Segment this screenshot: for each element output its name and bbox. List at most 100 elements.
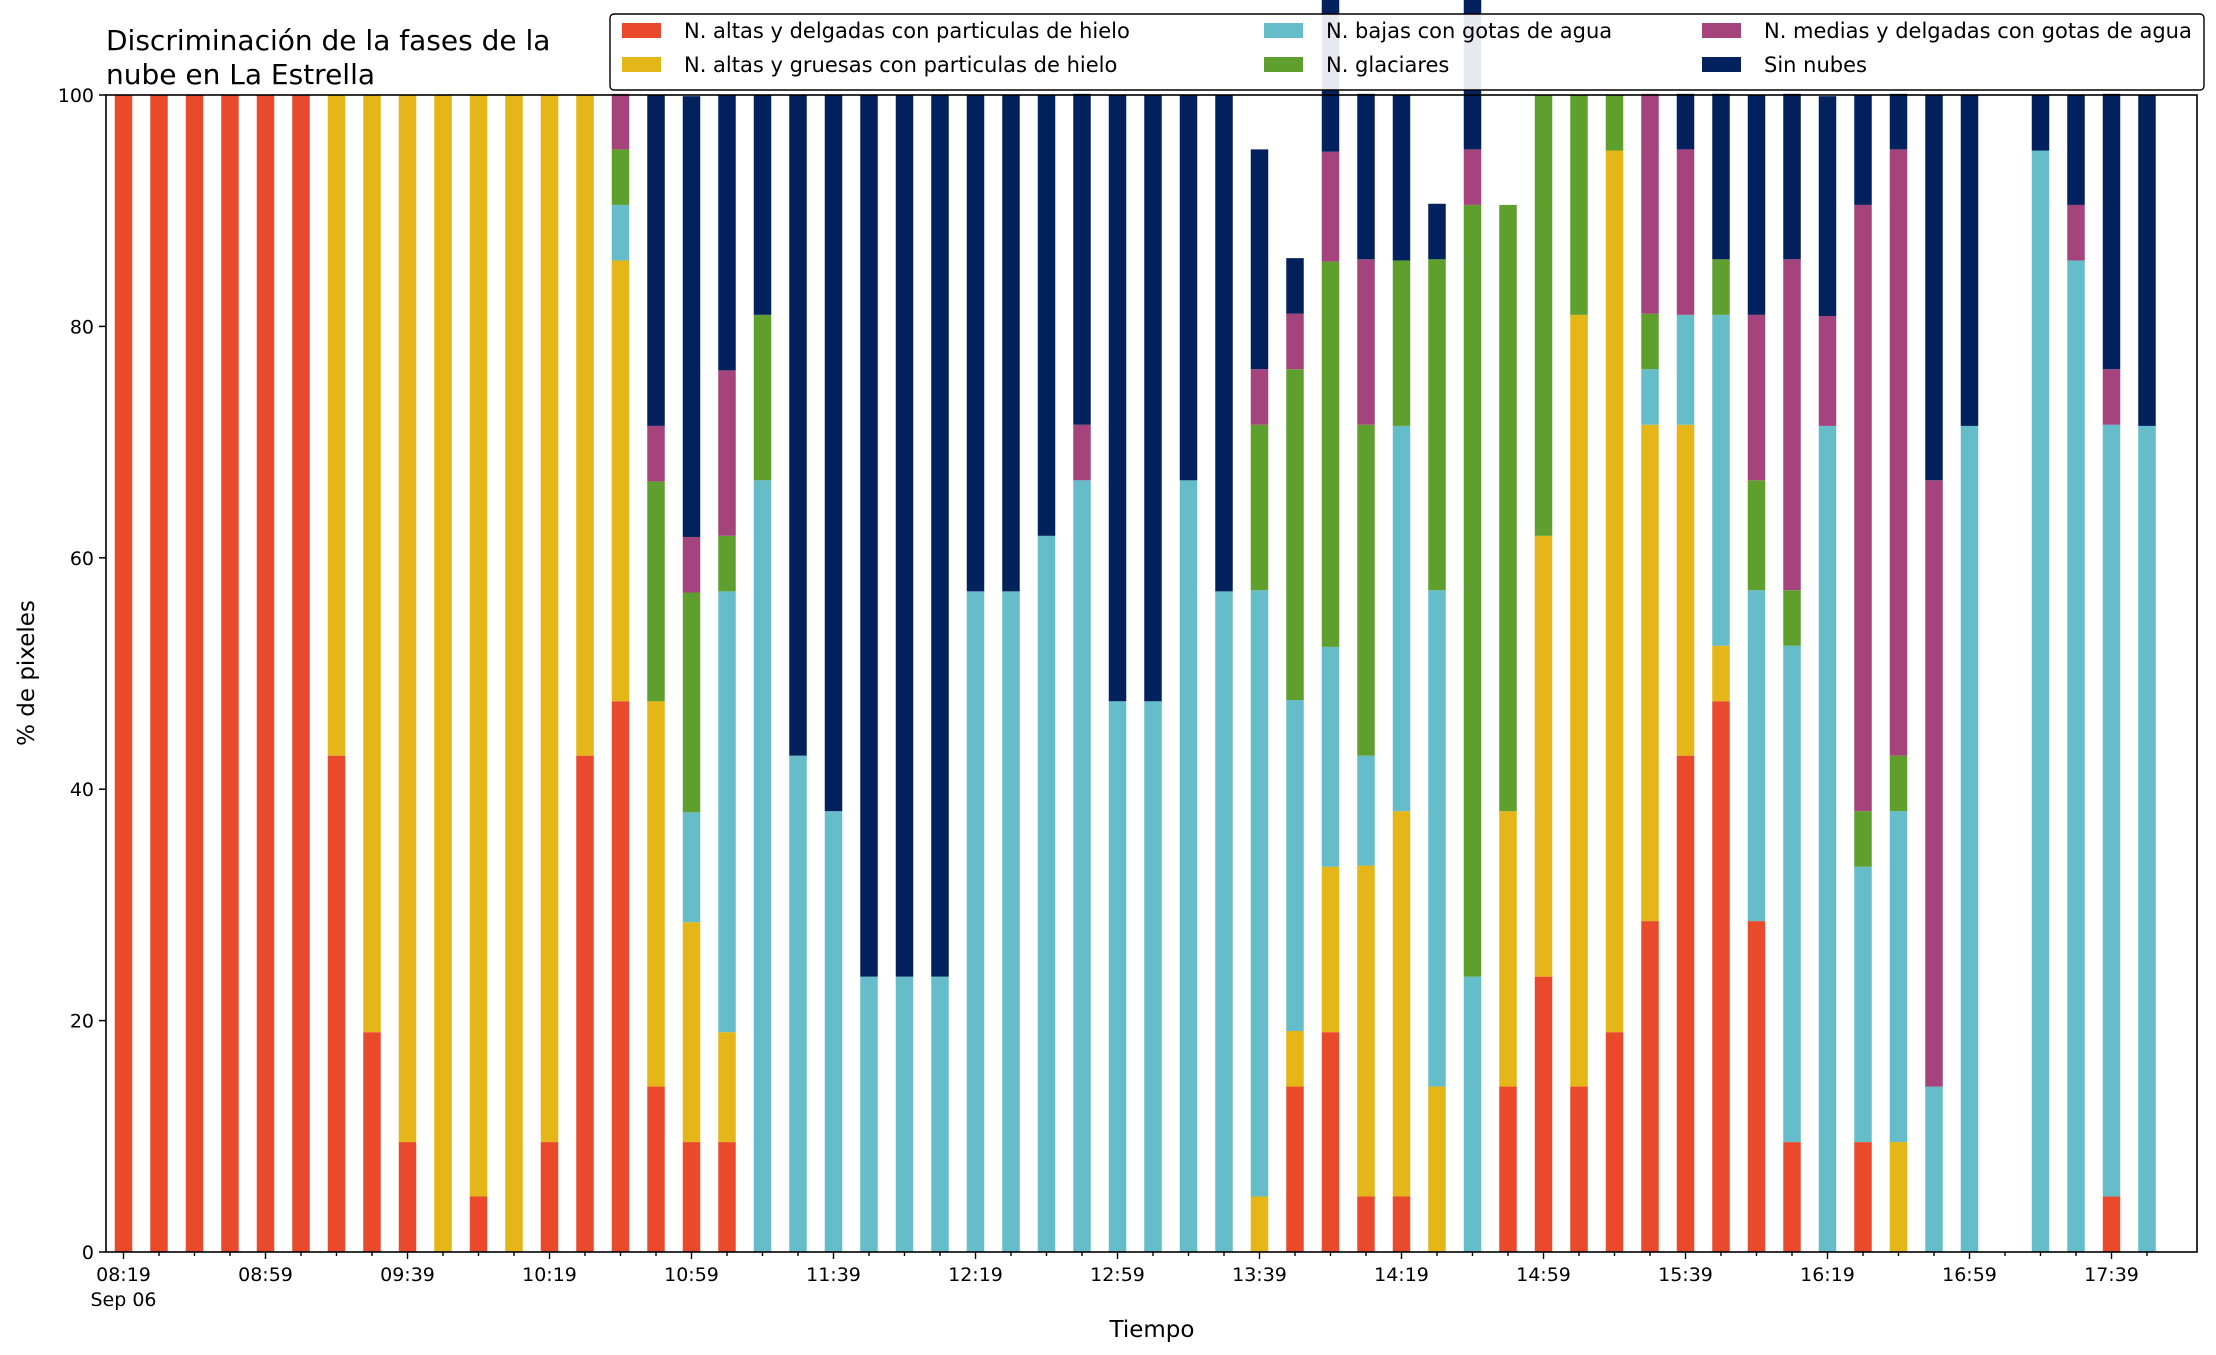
bar-segment — [1179, 480, 1198, 1252]
bar-segment — [1854, 1142, 1872, 1252]
y-tick-label: 0 — [82, 1242, 94, 1264]
bar-segment — [647, 701, 665, 1087]
bar-segment — [1641, 313, 1659, 370]
bar-segment — [895, 95, 914, 977]
bar-segment — [540, 1142, 559, 1252]
bar-segment — [718, 535, 736, 592]
bar-segment — [114, 95, 133, 1252]
bar-segment — [1144, 701, 1162, 1252]
chart-title-line-1: Discriminación de la fases de la — [106, 24, 550, 57]
bar-segment — [1073, 480, 1091, 1252]
bar-segment — [1818, 425, 1837, 1253]
bar-segment — [966, 95, 985, 592]
bar-segment — [1463, 204, 1482, 977]
bar-segment — [363, 1032, 381, 1252]
y-tick-label: 20 — [70, 1011, 94, 1033]
bar-segment — [1783, 1142, 1801, 1252]
bar-segment — [1641, 921, 1659, 1252]
bar-segment — [789, 755, 807, 1252]
bar-segment — [1428, 1086, 1446, 1252]
bar-segment — [1499, 204, 1517, 812]
bar-segment — [1605, 95, 1624, 151]
bar-segment — [1676, 314, 1695, 425]
x-date-label: Sep 06 — [90, 1289, 156, 1311]
bar-segment — [576, 755, 594, 1252]
bar-segment — [1321, 151, 1340, 262]
bar-segment — [2102, 1196, 2121, 1252]
bar-segment — [1641, 369, 1659, 425]
bar-segment — [2102, 93, 2121, 370]
bar-segment — [256, 95, 275, 1252]
bar-segment — [611, 93, 630, 150]
bar-segment — [1428, 203, 1446, 260]
bar-segment — [753, 95, 772, 315]
legend-swatch — [1264, 23, 1303, 38]
bar-segment — [611, 260, 630, 702]
x-tick-label: 13:39 — [1232, 1264, 1287, 1286]
bar-segment — [718, 1142, 736, 1252]
bar-segment — [1889, 93, 1908, 150]
bar-segment — [1783, 645, 1801, 1143]
bar-segment — [1676, 93, 1695, 150]
bar-segment — [2067, 95, 2085, 205]
bar-segment — [1534, 535, 1553, 977]
bar-segment — [611, 204, 630, 261]
bar-segment — [1854, 811, 1872, 867]
legend-label: N. altas y gruesas con particulas de hie… — [684, 53, 1117, 77]
bar-segment — [1357, 93, 1375, 260]
bar-segment — [1676, 424, 1695, 756]
legend-swatch — [1702, 23, 1741, 38]
y-tick-label: 40 — [70, 779, 94, 801]
x-tick-label: 16:19 — [1800, 1264, 1855, 1286]
bar-segment — [718, 95, 736, 371]
bar-segment — [1357, 865, 1375, 1197]
bar-segment — [1818, 96, 1837, 316]
bar-segment — [860, 95, 878, 977]
bar-segment — [931, 976, 949, 1252]
y-axis-label: % de pixeles — [14, 600, 40, 746]
bar-segment — [1925, 95, 1943, 481]
bar-segment — [1712, 314, 1730, 646]
bar-segment — [434, 95, 452, 1252]
bar-segment — [1747, 480, 1766, 591]
bar-segment — [1570, 1086, 1588, 1252]
bar-segment — [1712, 93, 1730, 260]
bar-segment — [2067, 204, 2085, 261]
bar-segment — [1712, 645, 1730, 702]
x-tick-label: 08:59 — [238, 1264, 293, 1286]
y-tick-label: 100 — [58, 85, 94, 107]
bar-segment — [1854, 95, 1872, 205]
x-tick-label: 12:19 — [948, 1264, 1003, 1286]
bar-segment — [505, 95, 523, 1252]
bar-segment — [2138, 95, 2156, 426]
bar-segment — [1676, 149, 1695, 315]
bar-segment — [682, 592, 701, 813]
bar-segment — [1783, 590, 1801, 646]
bar-segment — [398, 1142, 417, 1252]
bar-segment — [1428, 590, 1446, 1087]
bar-segment — [1286, 369, 1304, 701]
bar-segment — [2031, 95, 2050, 151]
x-tick-label: 08:19 — [96, 1264, 151, 1286]
bar-segment — [966, 591, 985, 1252]
bar-segment — [2031, 150, 2050, 1252]
bar-segment — [1534, 976, 1553, 1252]
legend-label: Sin nubes — [1764, 53, 1867, 77]
x-tick-label: 16:59 — [1942, 1264, 1997, 1286]
bar-segment — [1002, 95, 1020, 592]
bar-segment — [576, 95, 594, 756]
bar-segment — [1073, 424, 1091, 481]
bar-segment — [1357, 424, 1375, 756]
bar-segment — [1889, 1142, 1908, 1252]
bar-segment — [540, 95, 559, 1143]
bar-segment — [1570, 314, 1588, 1087]
bar-segment — [1108, 701, 1127, 1252]
x-tick-label: 17:39 — [2084, 1264, 2139, 1286]
bar-segment — [895, 976, 914, 1252]
bar-segment — [363, 95, 381, 1033]
bar-segment — [1179, 95, 1198, 481]
bar-segment — [1002, 591, 1020, 1252]
bar-segment — [753, 314, 772, 481]
bar-segment — [1747, 921, 1766, 1252]
